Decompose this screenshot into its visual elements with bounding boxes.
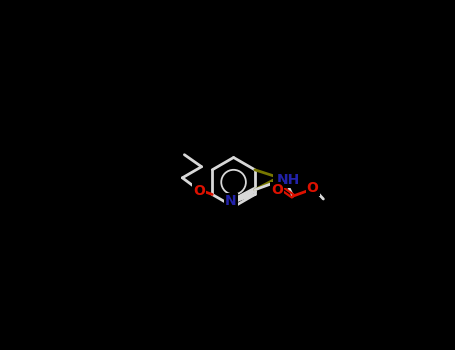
Text: S: S (274, 172, 284, 186)
Text: N: N (225, 194, 237, 208)
Text: O: O (193, 184, 205, 198)
Text: NH: NH (277, 173, 300, 187)
Text: O: O (271, 183, 283, 197)
Text: O: O (307, 181, 318, 195)
